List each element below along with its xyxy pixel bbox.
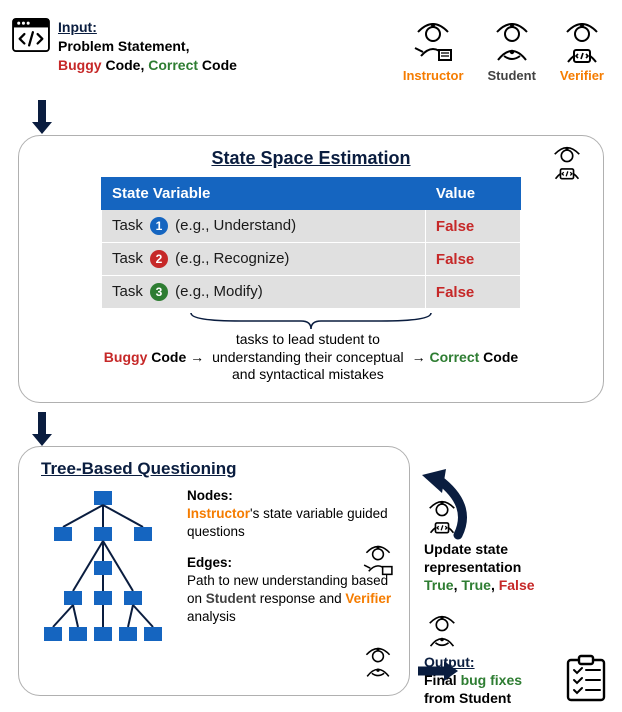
student-icon: [361, 647, 395, 681]
student-label: Student: [488, 68, 536, 83]
input-mid1: Code,: [102, 57, 149, 73]
input-section: Input: Problem Statement, Buggy Code, Co…: [12, 18, 237, 75]
input-text: Input: Problem Statement, Buggy Code, Co…: [58, 18, 237, 75]
th-variable: State Variable: [102, 178, 426, 210]
input-correct: Correct: [148, 57, 198, 73]
code-icon: [12, 18, 50, 52]
student-icon: [424, 615, 460, 651]
role-student: Student: [488, 22, 536, 83]
input-heading: Input:: [58, 19, 97, 35]
tree-diagram-icon: [33, 487, 173, 667]
verifier-icon: [560, 22, 604, 66]
instructor-icon: [361, 545, 395, 579]
verifier-label: Verifier: [560, 68, 604, 83]
input-tail1: Code: [198, 57, 237, 73]
input-line1: Problem Statement,: [58, 38, 189, 54]
instructor-label: Instructor: [403, 68, 464, 83]
input-buggy: Buggy: [58, 57, 102, 73]
role-verifier: Verifier: [560, 22, 604, 83]
tree-title: Tree-Based Questioning: [41, 459, 397, 479]
roles-row: Instructor Student Verifier: [403, 22, 604, 83]
state-table: State Variable Value Task 1 (e.g., Under…: [101, 177, 521, 309]
verifier-icon: [424, 500, 460, 536]
update-block: Update state representation True, True, …: [424, 500, 604, 595]
student-icon: [490, 22, 534, 66]
role-instructor: Instructor: [403, 22, 464, 83]
checklist-icon: [564, 654, 608, 704]
arrow-down-icon: [28, 98, 56, 136]
table-row: Task 1 (e.g., Understand) False: [102, 210, 521, 243]
table-row: Task 3 (e.g., Modify) False: [102, 276, 521, 309]
instructor-icon: [411, 22, 455, 66]
brace-icon: [35, 311, 587, 333]
th-value: Value: [425, 178, 520, 210]
verifier-icon: [549, 146, 585, 182]
table-row: Task 2 (e.g., Recognize) False: [102, 243, 521, 276]
arrow-down-icon: [28, 410, 56, 448]
state-panel: State Space Estimation State Variable Va…: [18, 135, 604, 403]
tree-panel: Tree-Based Questioning: [18, 446, 410, 696]
arrow-right-icon: [416, 658, 460, 684]
state-title: State Space Estimation: [35, 148, 587, 169]
state-caption: Buggy Code → tasks to lead student to un…: [35, 331, 587, 384]
